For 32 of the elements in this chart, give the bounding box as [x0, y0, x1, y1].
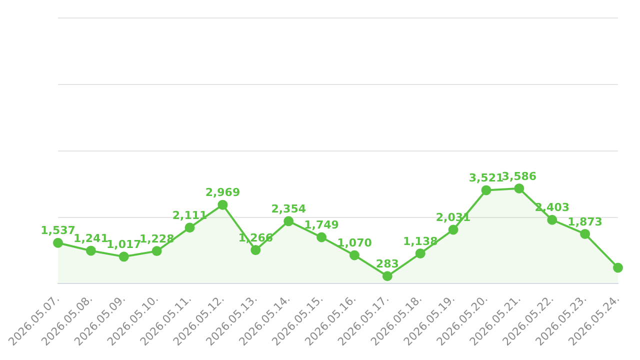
data-label: 3,521: [468, 172, 504, 185]
data-label: 1,537: [40, 224, 76, 238]
data-label: 1,873: [568, 215, 602, 228]
data-label: 1,228: [139, 232, 174, 246]
point: [580, 228, 590, 239]
point: [316, 232, 327, 242]
point: [349, 250, 360, 260]
data-label: 2,969: [205, 186, 240, 200]
data-label: 1,070: [337, 236, 372, 250]
point: [382, 271, 392, 282]
data-label: 3,586: [502, 170, 537, 183]
point: [613, 262, 623, 273]
data-label: 1,241: [74, 232, 108, 246]
point: [547, 214, 558, 225]
point: [250, 245, 261, 256]
point: [152, 246, 162, 256]
point: [53, 238, 64, 248]
point: [481, 185, 492, 196]
point: [86, 246, 96, 256]
point: [284, 216, 294, 226]
data-label: 2,354: [271, 202, 306, 216]
data-label: 1,749: [304, 218, 339, 232]
point: [118, 252, 129, 262]
data-label: 2,111: [172, 208, 208, 222]
data-label: 1,138: [402, 234, 438, 248]
point: [415, 248, 426, 258]
point: [514, 183, 524, 194]
data-label: 1,017: [106, 238, 142, 252]
point: [448, 224, 458, 235]
point: [218, 200, 228, 210]
point: [184, 222, 195, 233]
data-label: 283: [376, 258, 399, 271]
